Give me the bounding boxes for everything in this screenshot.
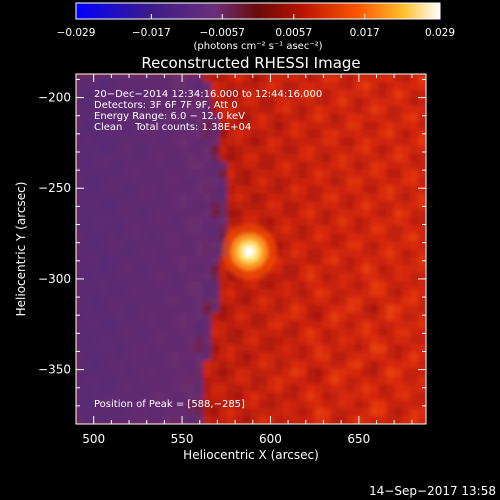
annotation-time: 20−Dec−2014 12:34:16.000 to 12:44:16.000 — [94, 89, 322, 100]
x-tick-label: 650 — [347, 432, 370, 446]
colorbar-ticks: −0.029 −0.017 −0.0057 0.0057 0.017 0.029 — [57, 14, 455, 39]
colorbar-tick-label: 0.017 — [350, 27, 380, 39]
y-tick-label: −200 — [38, 91, 71, 105]
colorbar-tick-label: −0.0057 — [199, 27, 245, 39]
peak-point — [243, 245, 256, 258]
colorbar-tick-label: 0.029 — [425, 27, 455, 39]
annotation-energy: Energy Range: 6.0 − 12.0 keV — [94, 111, 245, 122]
annotation-detectors: Detectors: 3F 6F 7F 9F, Att 0 — [94, 100, 238, 111]
colorbar-tick-label: −0.029 — [57, 27, 96, 39]
peak-position-label: Position of Peak = [588,−285] — [94, 399, 245, 410]
annotation-block: 20−Dec−2014 12:34:16.000 to 12:44:16.000… — [94, 89, 322, 133]
chart-title: Reconstructed RHESSI Image — [141, 54, 360, 72]
y-tick-label: −350 — [38, 363, 71, 377]
annotation-clean: Clean Total counts: 1.38E+04 — [94, 122, 251, 133]
y-tick-label: −250 — [38, 181, 71, 195]
plot-frame — [75, 73, 427, 425]
colorbar-unit-label: (photons cm⁻² s⁻¹ asec⁻²) — [193, 41, 322, 52]
y-tick-label: −300 — [38, 272, 71, 286]
y-axis-label: Heliocentric Y (arcsec) — [14, 182, 28, 317]
axis-ticks: 500 550 600 650 −200 −250 −300 −350 — [38, 74, 426, 446]
colorbar-tick-label: −0.017 — [132, 27, 171, 39]
x-tick-label: 600 — [259, 432, 282, 446]
colorbar-tick-label: 0.0057 — [275, 27, 312, 39]
x-axis-label: Heliocentric X (arcsec) — [183, 448, 319, 462]
x-tick-label: 500 — [82, 432, 105, 446]
timestamp: 14−Sep−2017 13:58 — [369, 484, 496, 498]
x-tick-label: 550 — [171, 432, 194, 446]
heatmap-image — [76, 74, 426, 424]
colorbar — [75, 2, 441, 20]
